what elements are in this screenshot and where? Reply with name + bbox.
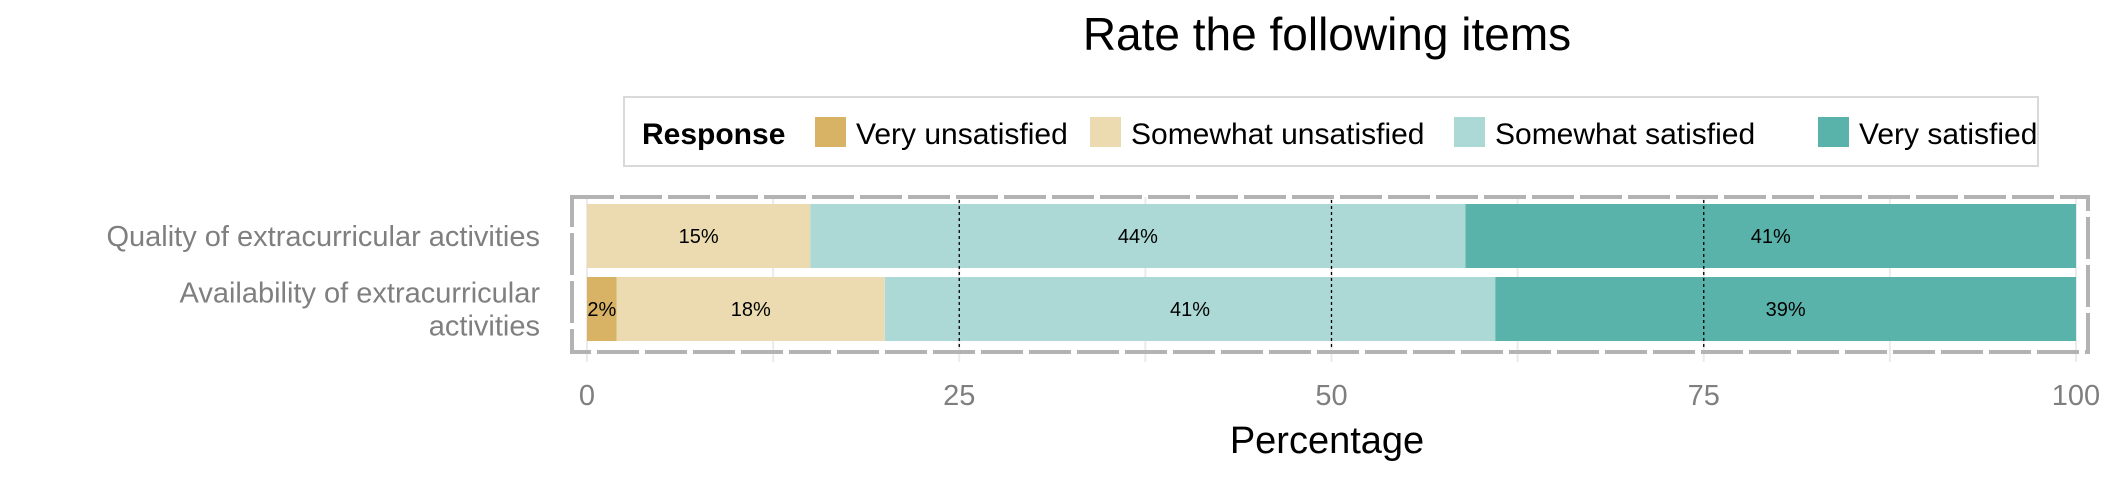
legend-label: Somewhat satisfied <box>1495 118 1755 151</box>
legend-items: Very unsatisfied Somewhat unsatisfied Some… <box>815 117 2037 151</box>
legend-label: Very unsatisfied <box>856 118 1068 151</box>
legend-swatch <box>1090 117 1121 147</box>
legend-title: Response <box>642 118 785 151</box>
bar-data-label: 15% <box>679 226 719 248</box>
legend-label: Somewhat unsatisfied <box>1131 118 1425 151</box>
chart-title: Rate the following items <box>1083 8 1571 60</box>
legend-item: Somewhat unsatisfied <box>1090 117 1425 151</box>
x-tick-label: 100 <box>2052 380 2100 412</box>
bar-data-label: 39% <box>1766 299 1806 321</box>
bar-data-label: 41% <box>1170 299 1210 321</box>
legend-swatch <box>815 117 846 147</box>
x-tick-label: 75 <box>1688 380 1720 412</box>
bar-data-label: 44% <box>1118 226 1158 248</box>
x-tick-label: 50 <box>1315 380 1347 412</box>
bar-data-label: 2% <box>587 299 616 321</box>
bar-segment <box>1495 277 2076 341</box>
category-label: Availability of extracurricular activitie… <box>180 278 541 343</box>
legend-item: Very satisfied <box>1818 117 2037 151</box>
legend-swatch <box>1454 117 1485 147</box>
bar-segment <box>884 277 1496 341</box>
legend-item: Very unsatisfied <box>815 117 1068 151</box>
x-axis-title: Percentage <box>1230 420 1424 462</box>
bar-segment <box>587 277 617 341</box>
legend-item: Somewhat satisfied <box>1454 117 1755 151</box>
panel-border <box>570 195 2090 354</box>
legend-box <box>623 96 2039 167</box>
legend-swatch <box>1818 117 1849 147</box>
bar-data-label: 18% <box>731 299 771 321</box>
bar-segment <box>1465 204 2076 268</box>
bar-data-label: 41% <box>1751 226 1791 248</box>
legend-label: Very satisfied <box>1859 118 2037 151</box>
bar-segment <box>810 204 1466 268</box>
bar-segment <box>587 204 811 268</box>
legend: Response Very unsatisfied Somewhat unsati… <box>623 96 2039 167</box>
plot-area: 15% 44% 41% 2% 18% 41% 39% 0 25 50 75 100 Quality of… <box>106 195 2100 412</box>
x-tick-label: 0 <box>579 380 595 412</box>
bar-segment <box>616 277 885 341</box>
x-tick-label: 25 <box>943 380 975 412</box>
category-label: Quality of extracurricular activities <box>106 221 540 253</box>
